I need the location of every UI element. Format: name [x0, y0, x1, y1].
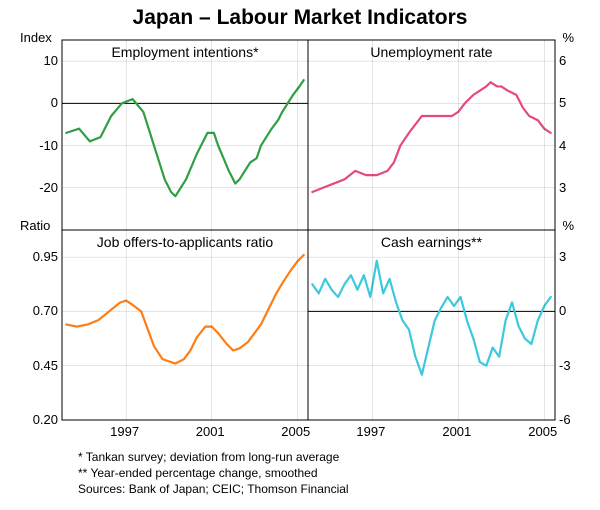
footnote-sources: Sources: Bank of Japan; CEIC; Thomson Fi… — [78, 482, 349, 496]
y-tick: 0 — [51, 95, 58, 110]
y-tick: 4 — [559, 138, 566, 153]
panel-title-joboffers: Job offers-to-applicants ratio — [62, 234, 308, 250]
footnote-2: ** Year-ended percentage change, smoothe… — [78, 466, 318, 480]
footnote-1: * Tankan survey; deviation from long-run… — [78, 450, 339, 464]
x-tick: 2005 — [281, 424, 310, 439]
panel-title-cashearnings: Cash earnings** — [308, 234, 555, 250]
y-tick: 0.45 — [33, 358, 58, 373]
y-tick: -6 — [559, 412, 571, 427]
y-tick: 0.20 — [33, 412, 58, 427]
x-tick: 2001 — [442, 424, 471, 439]
y-tick: 3 — [559, 249, 566, 264]
x-tick: 1997 — [110, 424, 139, 439]
chart-container: Japan – Labour Market Indicators Index %… — [0, 0, 600, 510]
y-tick: 10 — [44, 53, 58, 68]
y-tick: 0.95 — [33, 249, 58, 264]
panel-title-employment: Employment intentions* — [62, 44, 308, 60]
y-tick: 6 — [559, 53, 566, 68]
panel-title-unemployment: Unemployment rate — [308, 44, 555, 60]
y-tick: 5 — [559, 95, 566, 110]
x-tick: 1997 — [356, 424, 385, 439]
y-tick: 0.70 — [33, 303, 58, 318]
x-tick: 2005 — [528, 424, 557, 439]
y-tick: 0 — [559, 303, 566, 318]
y-tick: 3 — [559, 180, 566, 195]
y-tick: -3 — [559, 358, 571, 373]
x-tick: 2001 — [196, 424, 225, 439]
y-tick: -10 — [39, 138, 58, 153]
y-tick: -20 — [39, 180, 58, 195]
